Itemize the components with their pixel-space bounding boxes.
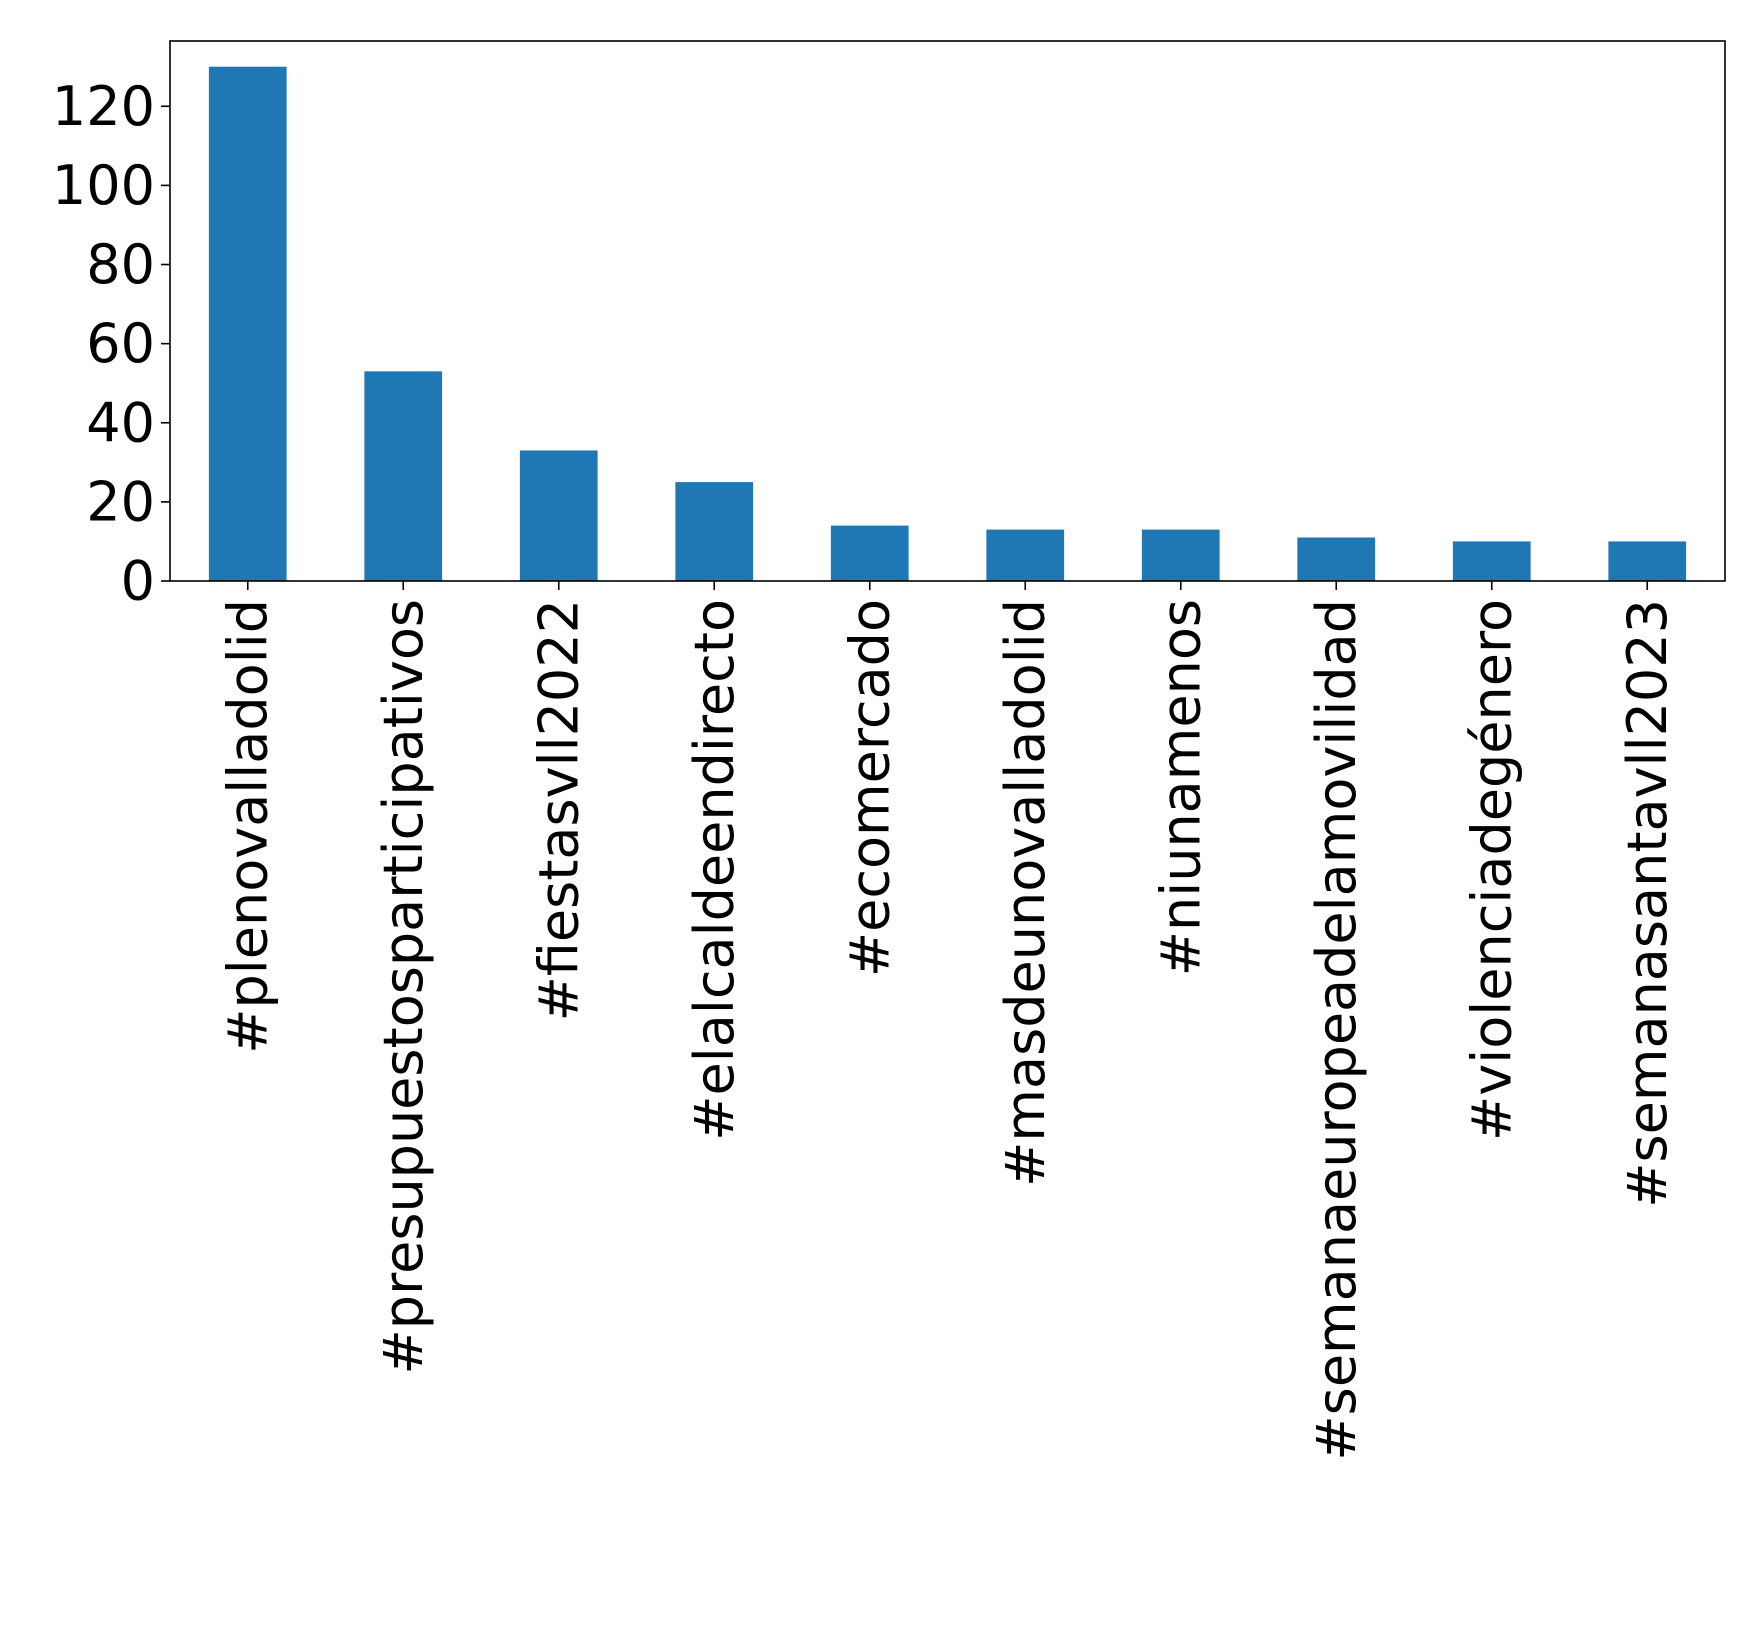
x-tick-label: #presupuestosparticipativos [372, 599, 435, 1374]
x-axis: #plenovalladolid #presupuestosparticipati… [216, 581, 1679, 1461]
x-tick-label: #niunamenos [1149, 599, 1212, 976]
y-tick-label: 100 [52, 154, 155, 217]
y-tick-label: 80 [86, 233, 155, 296]
y-tick-label: 120 [52, 75, 155, 138]
y-tick-label: 0 [121, 550, 155, 613]
y-tick-label: 40 [86, 391, 155, 454]
x-tick-label: #elalcaldeendirecto [683, 599, 746, 1141]
x-tick-label: #semanasantavll2023 [1616, 599, 1679, 1208]
bar [1141, 529, 1220, 581]
bar [1452, 541, 1531, 581]
bar [675, 482, 754, 581]
bar [986, 529, 1065, 581]
y-axis: 0 20 40 60 80 100 120 [52, 75, 170, 613]
bars-layer [208, 66, 1687, 581]
x-tick-label: #fiestasvll2022 [527, 599, 590, 1021]
bar [830, 525, 909, 581]
bar [364, 371, 443, 581]
y-tick-label: 20 [86, 470, 155, 533]
x-tick-label: #semanaeuropeadelamovilidad [1305, 599, 1368, 1461]
bar [1297, 537, 1376, 581]
x-tick-label: #violenciadegénero [1460, 599, 1523, 1141]
y-tick-label: 60 [86, 312, 155, 375]
x-tick-label: #ecomercado [838, 599, 901, 977]
x-tick-label: #masdeunovalladolid [994, 599, 1057, 1187]
bar [519, 450, 598, 581]
bar [208, 66, 287, 581]
plot-frame [169, 40, 1726, 582]
bar [1608, 541, 1687, 581]
x-tick-label: #plenovalladolid [216, 599, 279, 1054]
